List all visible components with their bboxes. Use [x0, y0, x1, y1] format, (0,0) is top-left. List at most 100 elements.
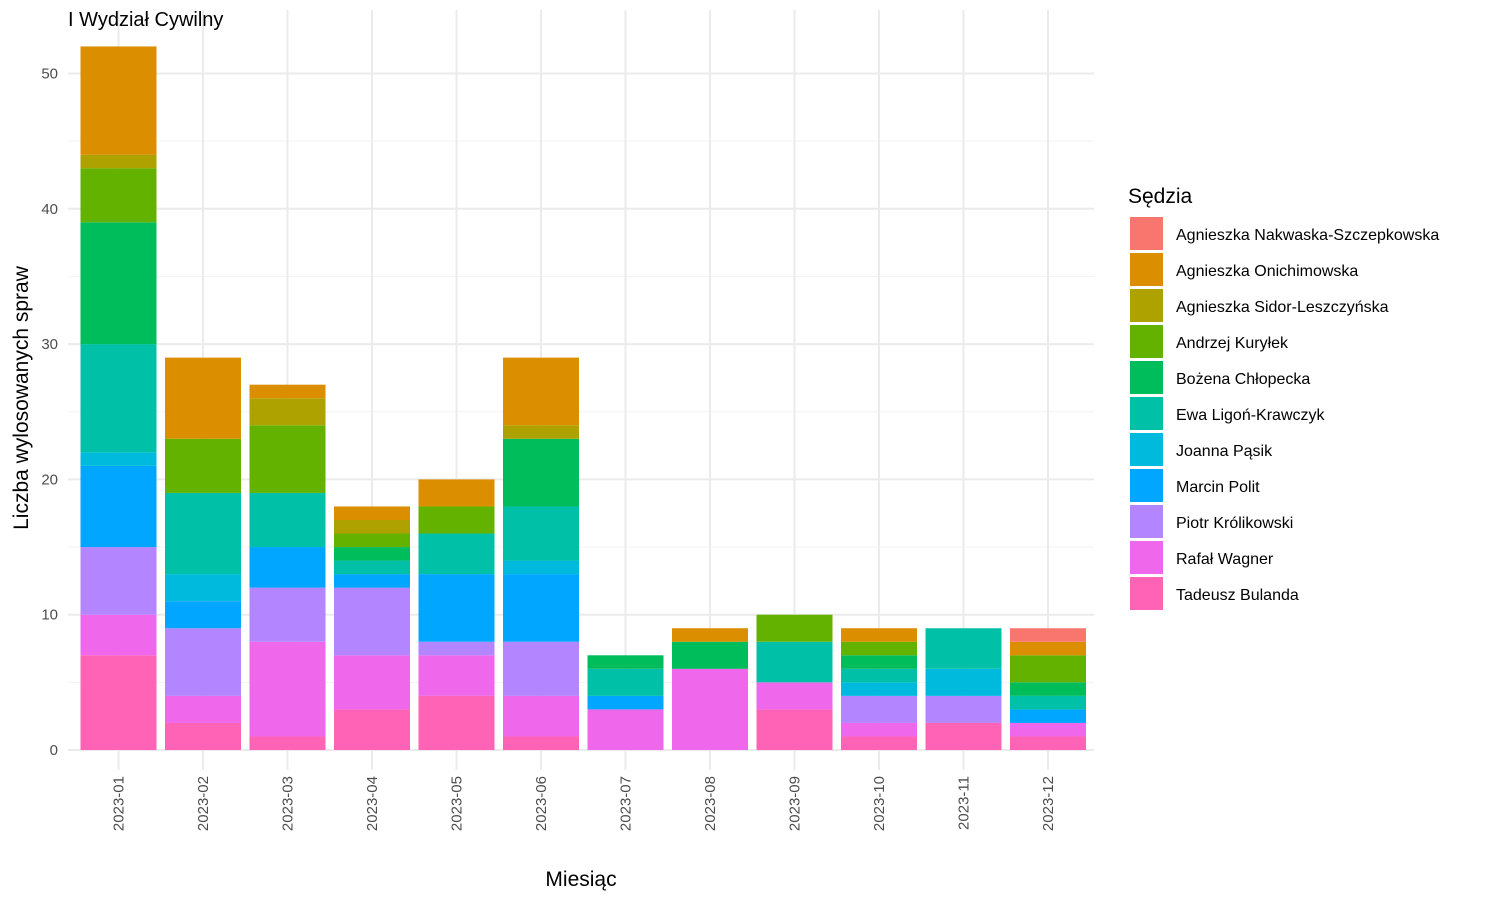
x-tick-label: 2023-08	[702, 776, 719, 831]
x-tick-label: 2023-10	[871, 776, 888, 831]
bar-segment	[80, 547, 157, 615]
bar-segment	[841, 695, 917, 723]
bar-segment	[165, 628, 241, 696]
bar-segment	[165, 574, 241, 602]
bar-segment	[249, 425, 326, 493]
bar-segment	[80, 465, 157, 548]
bar-segment	[1010, 736, 1086, 750]
legend-label: Agnieszka Nakwaska-Szczepkowska	[1176, 227, 1439, 244]
bar-segment	[756, 709, 833, 750]
bar-segment	[249, 641, 326, 737]
bar-segment	[249, 492, 326, 548]
bar-segment	[841, 641, 917, 656]
bar-segment	[334, 519, 410, 534]
bar-segment	[503, 425, 579, 439]
bar-segment	[503, 695, 579, 737]
bar-segment	[249, 384, 326, 399]
legend-label: Agnieszka Sidor-Leszczyńska	[1176, 299, 1389, 316]
bar-segment	[80, 614, 157, 656]
legend-label: Andrzej Kuryłek	[1176, 335, 1289, 352]
bar-segment	[1010, 628, 1086, 642]
bar-segment	[165, 492, 241, 575]
x-tick-label: 2023-01	[111, 776, 128, 831]
legend-label: Rafał Wagner	[1176, 551, 1274, 568]
legend-swatch	[1130, 361, 1163, 394]
bar-segment	[165, 438, 241, 493]
y-tick-label: 40	[41, 201, 58, 218]
bar-segment	[841, 628, 917, 642]
x-tick-label: 2023-12	[1040, 776, 1057, 831]
bar-segment	[841, 668, 917, 683]
bar-segment	[334, 506, 410, 520]
x-tick-label: 2023-06	[533, 776, 550, 831]
bar-segment	[334, 533, 410, 548]
bar-segment	[841, 655, 917, 669]
bar-segment	[587, 655, 664, 669]
bar-segment	[672, 641, 748, 669]
bar-segment	[503, 574, 579, 642]
legend-label: Agnieszka Onichimowska	[1176, 263, 1358, 280]
bar-segment	[334, 547, 410, 561]
bar-segment	[80, 46, 157, 155]
bar-segment	[503, 736, 579, 750]
legend-swatch	[1130, 541, 1163, 574]
bar-segment	[418, 506, 495, 534]
y-axis-title: Liczba wylosowanych spraw	[10, 265, 33, 530]
y-tick-label: 10	[41, 607, 58, 624]
legend-swatch	[1130, 253, 1163, 286]
bar-segment	[925, 628, 1002, 669]
bar-segment	[672, 668, 748, 750]
bar-segment	[925, 722, 1002, 750]
bar-segment	[1010, 722, 1086, 737]
x-axis-ticks: 2023-01 2023-02 2023-03 2023-04 2023-05 2023-…	[111, 776, 1058, 831]
y-tick-label: 20	[41, 471, 58, 488]
bar-segment	[80, 344, 157, 453]
legend-label: Bożena Chłopecka	[1176, 371, 1310, 388]
bar-segment	[503, 506, 579, 561]
y-tick-label: 30	[41, 336, 58, 353]
legend-swatch	[1130, 397, 1163, 430]
bar-segment	[80, 154, 157, 169]
bar-segment	[80, 222, 157, 345]
bar-segment	[334, 709, 410, 750]
legend-title: Sędzia	[1128, 185, 1193, 208]
legend-swatch	[1130, 505, 1163, 538]
bars	[80, 46, 1086, 750]
x-tick-label: 2023-11	[956, 776, 973, 830]
bar-segment	[841, 682, 917, 696]
bar-segment	[418, 641, 495, 656]
bar-segment	[80, 452, 157, 466]
bar-segment	[1010, 641, 1086, 656]
bar-segment	[1010, 709, 1086, 723]
bar-segment	[756, 641, 833, 683]
bar-segment	[756, 614, 833, 642]
bar-segment	[1010, 682, 1086, 696]
legend-swatch	[1130, 217, 1163, 250]
y-axis-ticks: 0 10 20 30 40 50	[41, 66, 58, 760]
legend-label: Ewa Ligoń-Krawczyk	[1176, 407, 1326, 424]
bar-segment	[841, 722, 917, 737]
legend-label: Joanna Pąsik	[1176, 443, 1273, 460]
x-tick-label: 2023-02	[195, 776, 212, 831]
bar-segment	[334, 574, 410, 588]
x-tick-label: 2023-09	[787, 776, 804, 831]
bar-segment	[165, 722, 241, 750]
bar-segment	[249, 547, 326, 588]
legend-swatch	[1130, 577, 1163, 610]
bar-segment	[503, 641, 579, 696]
bar-segment	[1010, 695, 1086, 710]
legend-swatch	[1130, 469, 1163, 502]
legend-label: Marcin Polit	[1176, 479, 1260, 496]
bar-segment	[672, 628, 748, 642]
bar-segment	[334, 655, 410, 710]
chart-title: I Wydział Cywilny	[68, 9, 223, 31]
bar-segment	[418, 533, 495, 575]
bar-segment	[418, 574, 495, 642]
legend-swatch	[1130, 325, 1163, 358]
bar-segment	[249, 736, 326, 750]
y-tick-label: 0	[50, 742, 58, 759]
bar-segment	[841, 736, 917, 750]
bar-segment	[587, 709, 664, 750]
bar-segment	[334, 560, 410, 575]
